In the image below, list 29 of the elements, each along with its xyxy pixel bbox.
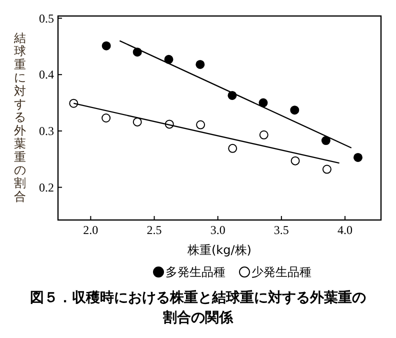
y-tick-label: 0.5 <box>39 11 54 26</box>
x-tick-label: 3.0 <box>210 223 226 237</box>
point <box>353 152 362 162</box>
y-tick-label: 0.4 <box>39 68 54 82</box>
point <box>69 98 78 108</box>
point <box>259 130 268 140</box>
text: 結球重に対する外葉重の割合 <box>14 31 26 204</box>
point <box>258 98 268 108</box>
point <box>102 114 111 122</box>
point <box>164 54 174 64</box>
point <box>196 60 205 69</box>
point <box>132 117 142 126</box>
point <box>290 156 300 166</box>
x-tick-label: 4.0 <box>338 223 353 237</box>
text: 図５．収穫時における株重と結球重に対する外葉重の割合の関係 <box>30 289 366 326</box>
x-axis-title: 株重(kg/株) <box>186 243 252 257</box>
point <box>228 144 238 153</box>
y-tick-label: 0.2 <box>39 180 54 194</box>
y-tick-label: 0.3 <box>39 124 54 138</box>
legend-label: 多発生品種 <box>166 265 226 279</box>
x-tick-label: 2.5 <box>146 223 162 237</box>
legend-label: 少発生品種 <box>252 265 312 279</box>
x-tick-label: 2.0 <box>83 223 98 237</box>
point <box>196 120 206 130</box>
x-tick-label: 3.5 <box>274 223 289 237</box>
point <box>322 164 332 174</box>
point <box>290 106 300 115</box>
point <box>102 41 111 50</box>
point <box>321 136 330 146</box>
